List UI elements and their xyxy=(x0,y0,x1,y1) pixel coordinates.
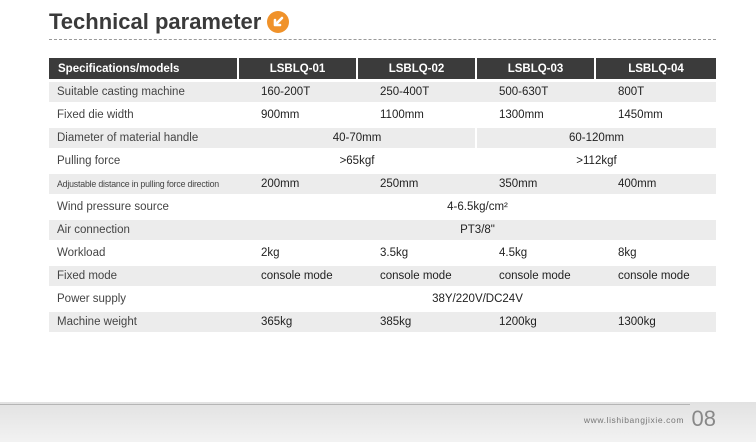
cell-value: console mode xyxy=(358,266,477,286)
cell-value: 160-200T xyxy=(239,82,358,102)
cell-value: 40-70mm xyxy=(239,128,477,148)
cell-value: 38Y/220V/DC24V xyxy=(432,293,523,305)
cell-value: 1300kg xyxy=(596,312,716,332)
cell-value: 385kg xyxy=(358,312,477,332)
row-label: Wind pressure source xyxy=(57,201,169,213)
cell-value: 365kg xyxy=(239,312,358,332)
table-row: Wind pressure source 4-6.5kg/cm² xyxy=(49,197,716,217)
table-row: Air connection PT3/8" xyxy=(49,220,716,240)
spec-table: Specifications/models LSBLQ-01 LSBLQ-02 … xyxy=(49,55,716,335)
page-title: Technical parameter xyxy=(49,6,290,38)
table-row: Diameter of material handle 40-70mm 60-1… xyxy=(49,128,716,148)
table-row: Workload 2kg 3.5kg 4.5kg 8kg xyxy=(49,243,716,263)
page-title-text: Technical parameter xyxy=(49,9,262,34)
cell-value: 200mm xyxy=(239,174,358,194)
footer-bar xyxy=(0,402,756,442)
cell-value: 350mm xyxy=(477,174,596,194)
page-number: 08 xyxy=(691,406,716,431)
cell-value: 60-120mm xyxy=(477,128,716,148)
cell-value: 2kg xyxy=(261,247,280,259)
cell-value: 8kg xyxy=(618,247,637,259)
cell-value: 3.5kg xyxy=(380,247,409,259)
cell-value: 800T xyxy=(596,82,716,102)
cell-value: 500-630T xyxy=(477,82,596,102)
table-row: Fixed die width 900mm 1100mm 1300mm 1450… xyxy=(49,105,716,125)
cell-value: 4.5kg xyxy=(499,247,528,259)
table-row: Adjustable distance in pulling force dir… xyxy=(49,174,716,194)
row-label: Machine weight xyxy=(49,312,239,332)
cell-value: 900mm xyxy=(261,109,300,121)
row-label: Diameter of material handle xyxy=(49,128,239,148)
table-row: Fixed mode console mode console mode con… xyxy=(49,266,716,286)
header-model: LSBLQ-02 xyxy=(358,58,477,79)
row-label: Fixed mode xyxy=(49,266,239,286)
cell-value: console mode xyxy=(596,266,716,286)
footer-divider xyxy=(0,404,690,405)
cell-value: console mode xyxy=(239,266,358,286)
row-label: Workload xyxy=(57,247,106,259)
cell-value: 1450mm xyxy=(618,109,663,121)
row-label: Fixed die width xyxy=(57,109,134,121)
footer-website: www.lishibangjixie.com xyxy=(583,415,684,425)
row-label: Adjustable distance in pulling force dir… xyxy=(49,174,239,194)
header-model: LSBLQ-01 xyxy=(239,58,358,79)
arrow-down-left-icon xyxy=(267,11,290,33)
table-header-row: Specifications/models LSBLQ-01 LSBLQ-02 … xyxy=(49,58,716,79)
cell-value: PT3/8" xyxy=(239,220,716,240)
table-row: Pulling force >65kgf >112kgf xyxy=(49,151,716,171)
table-row: Power supply 38Y/220V/DC24V xyxy=(49,289,716,309)
table-row: Suitable casting machine 160-200T 250-40… xyxy=(49,82,716,102)
cell-value: >65kgf xyxy=(239,151,477,171)
table-row: Machine weight 365kg 385kg 1200kg 1300kg xyxy=(49,312,716,332)
row-label: Suitable casting machine xyxy=(49,82,239,102)
header-model: LSBLQ-03 xyxy=(477,58,596,79)
cell-value: 400mm xyxy=(596,174,716,194)
cell-value: 250-400T xyxy=(358,82,477,102)
row-label: Air connection xyxy=(49,220,239,240)
row-label: Pulling force xyxy=(57,155,121,167)
cell-value: 1200kg xyxy=(477,312,596,332)
title-divider xyxy=(49,39,716,40)
cell-value: 250mm xyxy=(358,174,477,194)
cell-value: 1100mm xyxy=(380,109,424,121)
header-specifications: Specifications/models xyxy=(49,58,239,79)
row-label: Power supply xyxy=(57,293,127,305)
cell-value: >112kgf xyxy=(576,155,617,167)
cell-value: 4-6.5kg/cm² xyxy=(447,201,508,213)
cell-value: 1300mm xyxy=(499,109,544,121)
cell-value: console mode xyxy=(477,266,596,286)
header-model: LSBLQ-04 xyxy=(596,58,716,79)
